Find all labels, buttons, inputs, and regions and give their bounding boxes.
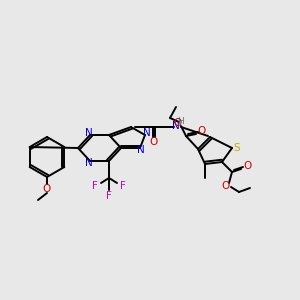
Text: O: O [43, 184, 51, 194]
Text: F: F [106, 191, 112, 201]
Text: N: N [143, 128, 151, 138]
Text: H: H [178, 118, 184, 127]
Text: N: N [85, 158, 93, 168]
Text: O: O [198, 126, 206, 136]
Text: F: F [120, 181, 126, 191]
Text: N: N [137, 145, 145, 155]
Text: O: O [221, 181, 229, 191]
Text: O: O [173, 118, 181, 128]
Text: S: S [234, 143, 240, 153]
Text: N: N [172, 121, 180, 131]
Text: O: O [243, 161, 251, 171]
Text: F: F [92, 181, 98, 191]
Text: O: O [150, 137, 158, 147]
Text: N: N [85, 128, 93, 138]
